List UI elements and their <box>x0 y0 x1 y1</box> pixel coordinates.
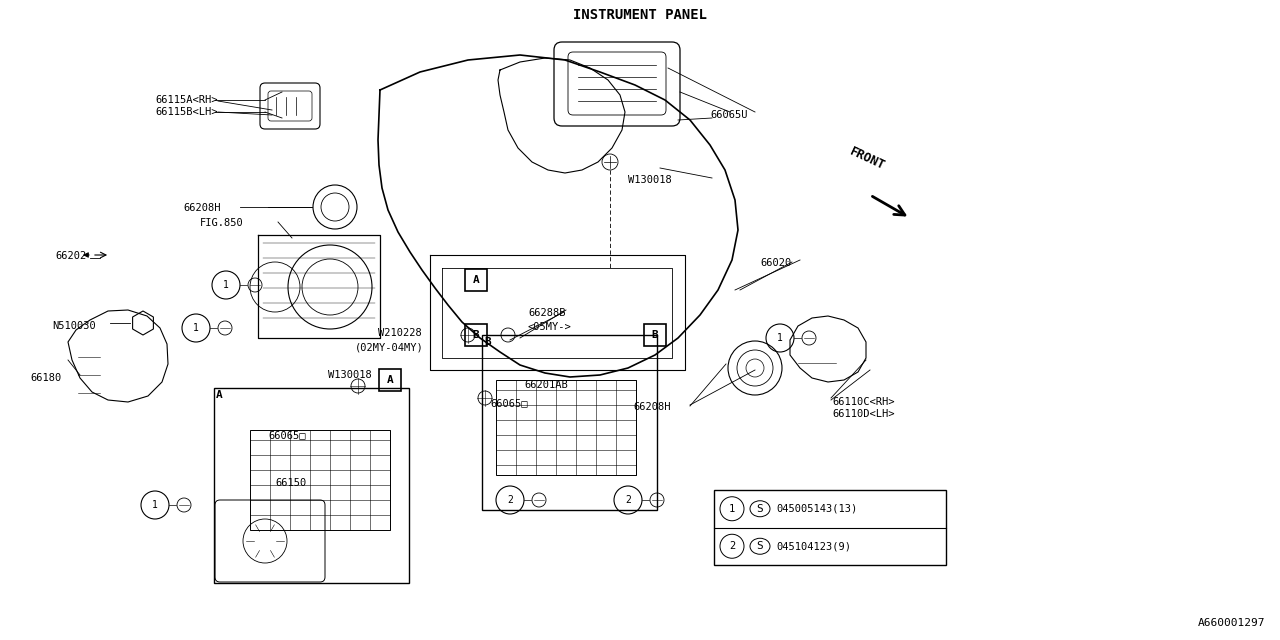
Text: A: A <box>472 275 480 285</box>
Text: 1: 1 <box>777 333 783 343</box>
Text: FRONT: FRONT <box>849 145 887 173</box>
Bar <box>465 324 486 346</box>
Text: 2: 2 <box>625 495 631 505</box>
Text: 1: 1 <box>193 323 198 333</box>
Text: 66180: 66180 <box>29 373 61 383</box>
Bar <box>214 388 410 583</box>
Text: 66115A<RH>: 66115A<RH> <box>155 95 218 105</box>
Text: S: S <box>756 541 763 551</box>
Text: <05MY->: <05MY-> <box>529 322 572 332</box>
Text: 66288B: 66288B <box>529 308 566 318</box>
Text: 66110C<RH>: 66110C<RH> <box>832 397 895 407</box>
Text: W130018: W130018 <box>328 370 371 380</box>
Text: 66208H: 66208H <box>183 203 220 213</box>
Text: 1: 1 <box>728 504 735 514</box>
Text: 1: 1 <box>223 280 229 290</box>
Text: W130018: W130018 <box>628 175 672 185</box>
Text: 66110D<LH>: 66110D<LH> <box>832 409 895 419</box>
Text: 045104123(9): 045104123(9) <box>776 541 851 551</box>
Bar <box>483 335 657 510</box>
Text: S: S <box>756 504 763 514</box>
Text: 66065□: 66065□ <box>490 398 527 408</box>
Text: B: B <box>472 330 480 340</box>
Text: B: B <box>484 337 490 347</box>
Text: 1: 1 <box>152 500 157 510</box>
Bar <box>379 369 401 391</box>
Text: INSTRUMENT PANEL: INSTRUMENT PANEL <box>573 8 707 22</box>
Text: 66150: 66150 <box>275 478 306 488</box>
Bar <box>465 269 486 291</box>
Bar <box>644 324 666 346</box>
Text: 66201AB: 66201AB <box>524 380 568 390</box>
Text: 66115B<LH>: 66115B<LH> <box>155 107 218 117</box>
Text: W210228: W210228 <box>378 328 421 338</box>
Text: 2: 2 <box>507 495 513 505</box>
Text: 66065U: 66065U <box>710 110 748 120</box>
Text: 045005143(13): 045005143(13) <box>776 504 858 514</box>
Text: (02MY-04MY): (02MY-04MY) <box>355 342 424 352</box>
Text: N510030: N510030 <box>52 321 96 331</box>
Text: A: A <box>216 390 223 400</box>
Text: B: B <box>652 330 658 340</box>
Text: 66208H: 66208H <box>634 402 671 412</box>
Text: 66202: 66202 <box>55 251 86 261</box>
Text: 2: 2 <box>728 541 735 551</box>
FancyArrowPatch shape <box>84 253 90 257</box>
Bar <box>497 380 636 475</box>
Text: 66020: 66020 <box>760 258 791 268</box>
Bar <box>250 430 390 530</box>
Text: A: A <box>387 375 393 385</box>
Text: 66065□: 66065□ <box>268 430 306 440</box>
Bar <box>714 490 946 565</box>
Text: FIG.850: FIG.850 <box>200 218 243 228</box>
Text: A660001297: A660001297 <box>1198 618 1265 628</box>
